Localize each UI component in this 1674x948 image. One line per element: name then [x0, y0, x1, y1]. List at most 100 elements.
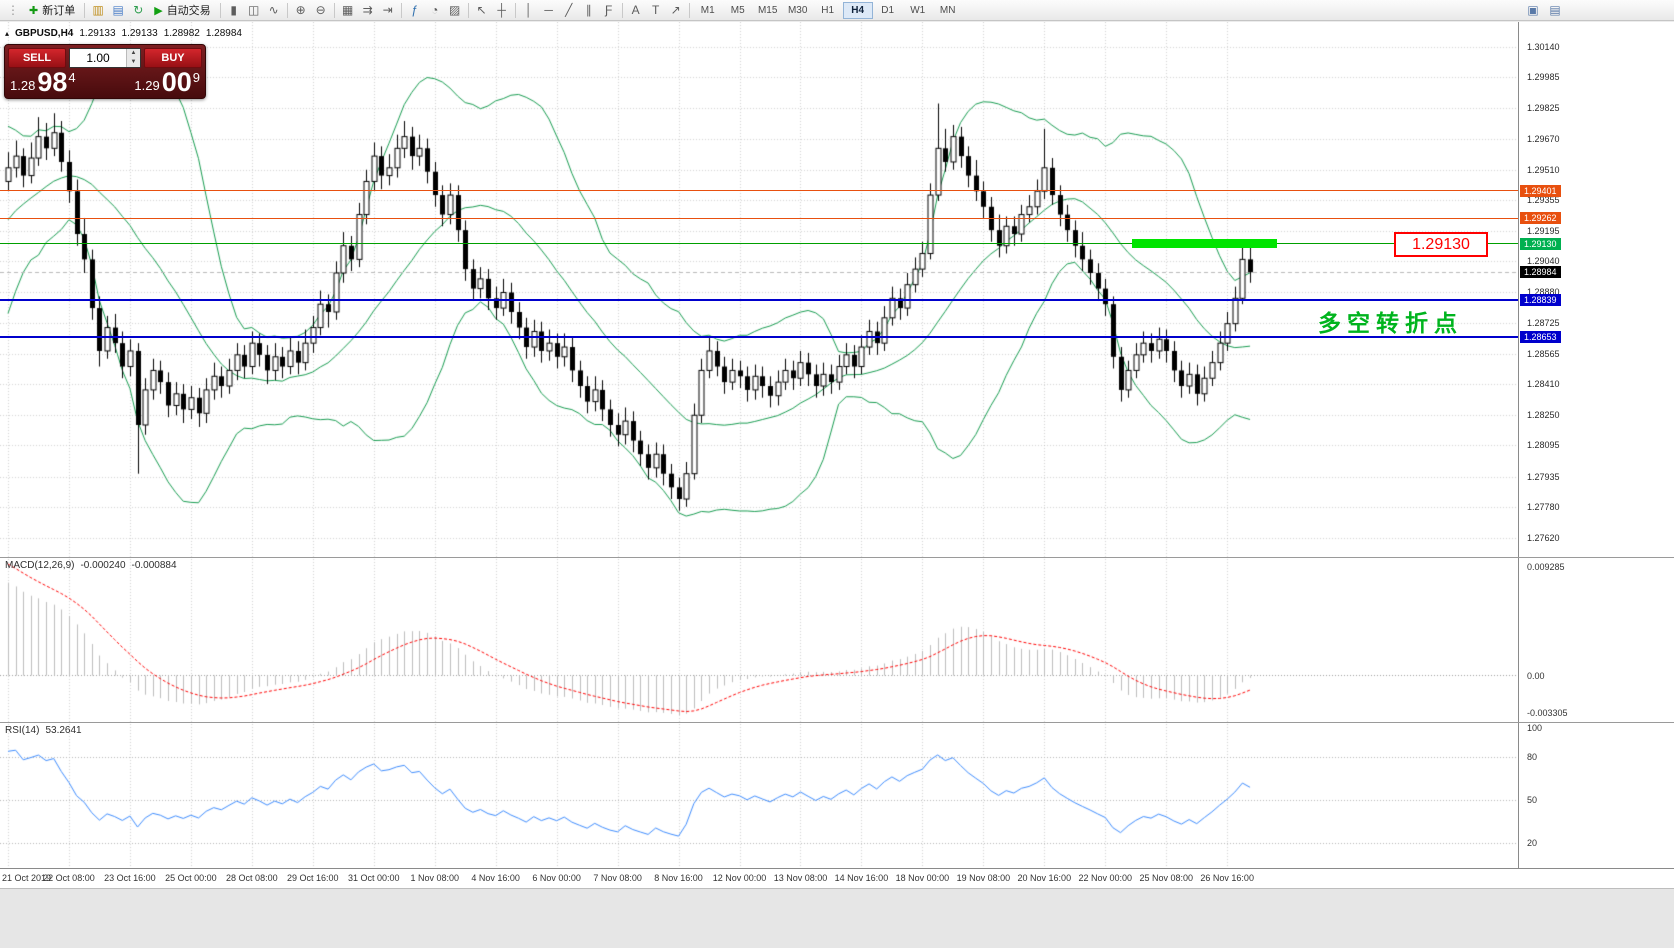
- timeframe-button-m15[interactable]: M15: [757, 4, 778, 16]
- horizontal-line-support-line-1[interactable]: [0, 299, 1518, 302]
- buy-price-int: 1.29: [134, 77, 160, 93]
- timeframe-button-mn[interactable]: MN: [939, 4, 956, 16]
- price-tick-label: 1.28250: [1527, 410, 1560, 421]
- ohlc-high: 1.29133: [121, 28, 158, 39]
- horizontal-line-icon[interactable]: ─: [544, 3, 553, 17]
- volume-decrease-button[interactable]: ▼: [127, 58, 140, 67]
- time-axis-label: 23 Oct 16:00: [104, 873, 156, 883]
- equidistant-channel-icon[interactable]: ∥: [585, 3, 592, 17]
- candlestick-chart-icon[interactable]: ◫: [248, 3, 260, 17]
- annotation-text[interactable]: 多空转折点: [1318, 310, 1463, 336]
- volume-input[interactable]: [70, 49, 126, 67]
- panel-separator[interactable]: [0, 722, 1674, 723]
- autotrading-button[interactable]: ▶ 自动交易: [148, 1, 216, 19]
- new-order-button-label: 新订单: [42, 5, 76, 17]
- highlight-rectangle[interactable]: [1131, 239, 1278, 249]
- sell-price-main: 98: [37, 67, 68, 97]
- macd-value-main: -0.000240: [80, 560, 126, 571]
- price-tick-label: 1.29510: [1527, 164, 1560, 175]
- timeframe-button-d1[interactable]: D1: [881, 4, 895, 16]
- toolbar-separator: [333, 2, 335, 18]
- rsi-axis-label: 20: [1527, 837, 1538, 848]
- auto-scroll-icon[interactable]: ⇉: [362, 3, 373, 17]
- price-tick-label: 1.30140: [1527, 42, 1560, 52]
- horizontal-line-resistance-line-1[interactable]: [0, 190, 1518, 192]
- toolbar-separator: [688, 2, 690, 18]
- templates-icon[interactable]: ▨: [449, 3, 461, 17]
- cascade-windows-icon[interactable]: ▣: [1527, 3, 1539, 17]
- macd-axis-min-label: -0.003305: [1527, 708, 1568, 718]
- volume-increase-button[interactable]: ▲: [127, 49, 140, 58]
- time-axis-label: 12 Nov 00:00: [712, 873, 767, 883]
- price-tick-label: 1.27620: [1527, 532, 1560, 543]
- time-axis-label: 18 Nov 00:00: [895, 873, 950, 883]
- price-badge: 1.28839: [1520, 294, 1561, 307]
- timeframe-button-w1[interactable]: W1: [910, 4, 926, 16]
- time-axis-label: 7 Nov 08:00: [593, 873, 642, 883]
- price-tick-label: 1.27935: [1527, 471, 1560, 482]
- panel-separator[interactable]: [0, 557, 1674, 558]
- price-chart-canvas[interactable]: [0, 22, 1518, 868]
- time-axis-label: 25 Nov 08:00: [1139, 873, 1193, 883]
- price-tick-label: 1.28095: [1527, 440, 1560, 451]
- buy-price-button[interactable]: 1.29 00 9: [134, 69, 200, 96]
- text-icon[interactable]: A: [631, 3, 640, 17]
- crosshair-icon[interactable]: ┼: [497, 3, 506, 17]
- zoom-out-icon[interactable]: ⊖: [315, 3, 326, 17]
- sell-button[interactable]: SELL: [8, 48, 66, 68]
- cursor-icon[interactable]: ↖: [476, 3, 487, 17]
- time-axis-label: 21 Oct 2019: [2, 873, 52, 883]
- price-tick-label: 1.28880: [1527, 287, 1560, 298]
- line-chart-icon[interactable]: ∿: [268, 3, 279, 17]
- timeframe-button-h1[interactable]: H1: [821, 4, 835, 16]
- buy-button[interactable]: BUY: [144, 48, 202, 68]
- arrow-objects-icon[interactable]: ↗: [670, 3, 681, 17]
- price-callout-label[interactable]: 1.29130: [1394, 232, 1488, 257]
- price-axis: 1.30140 1.29985 1.29825 1.29670 1.29510 1.293…: [1518, 22, 1674, 888]
- time-axis-label: 26 Nov 16:00: [1200, 873, 1254, 883]
- macd-name: MACD(12,26,9): [5, 560, 75, 571]
- time-axis-label: 6 Nov 00:00: [532, 873, 581, 883]
- sell-price-sup: 4: [68, 70, 76, 85]
- rsi-name: RSI(14): [5, 725, 40, 736]
- macd-value-signal: -0.000884: [131, 560, 177, 571]
- tile-chart-windows-icon[interactable]: ▤: [1549, 3, 1561, 17]
- autotrading-button-icon: ▶: [154, 4, 163, 17]
- new-order-button[interactable]: ✚ 新订单: [23, 1, 81, 19]
- new-chart-icon[interactable]: ▥: [92, 3, 104, 17]
- price-tick-label: 1.28410: [1527, 379, 1560, 390]
- horizontal-line-resistance-line-2[interactable]: [0, 217, 1518, 219]
- vertical-line-icon[interactable]: │: [524, 3, 533, 17]
- chart-shift-icon[interactable]: ⇥: [382, 3, 393, 17]
- fibonacci-icon[interactable]: Ƒ: [605, 3, 613, 17]
- profiles-icon[interactable]: ▤: [112, 3, 124, 17]
- time-axis-label: 1 Nov 08:00: [410, 873, 459, 883]
- timeframe-button-m5[interactable]: M5: [730, 4, 745, 16]
- price-tick-label: 1.29195: [1527, 226, 1560, 237]
- periods-icon[interactable]: ◔: [431, 3, 439, 17]
- sell-price-button[interactable]: 1.28 98 4: [10, 67, 76, 97]
- timeframe-button-m30[interactable]: M30: [787, 4, 808, 16]
- buy-price-sup: 9: [192, 70, 200, 85]
- price-badge: 1.29401: [1520, 184, 1561, 197]
- tile-windows-icon[interactable]: ▦: [342, 3, 354, 17]
- trendline-icon[interactable]: ╱: [565, 3, 573, 17]
- timeframe-button-h4[interactable]: H4: [842, 1, 873, 19]
- horizontal-line-pivot-line[interactable]: [0, 243, 1518, 245]
- toolbar-right-icons: ▣ ▤: [1523, 1, 1565, 19]
- toolbar-grip-icon[interactable]: ⋮: [7, 3, 19, 17]
- zoom-in-icon[interactable]: ⊕: [295, 3, 306, 17]
- text-label-icon[interactable]: T: [652, 3, 660, 17]
- bar-chart-icon[interactable]: ▮: [230, 3, 237, 17]
- refresh-icon[interactable]: ↻: [133, 3, 144, 17]
- price-badge: 1.29262: [1520, 212, 1561, 225]
- one-click-panel-toggle-icon[interactable]: ▴: [5, 29, 10, 38]
- rsi-axis-label: 50: [1527, 794, 1538, 805]
- timeframe-button-m1[interactable]: M1: [700, 4, 715, 16]
- horizontal-line-support-line-2[interactable]: [0, 335, 1518, 338]
- price-badge: 1.28984: [1520, 266, 1561, 279]
- macd-indicator-label: MACD(12,26,9) -0.000240 -0.000884: [5, 560, 177, 571]
- time-axis-label: 22 Oct 08:00: [43, 873, 95, 883]
- indicators-icon[interactable]: ƒ: [411, 3, 419, 17]
- toolbar-separator: [219, 2, 221, 18]
